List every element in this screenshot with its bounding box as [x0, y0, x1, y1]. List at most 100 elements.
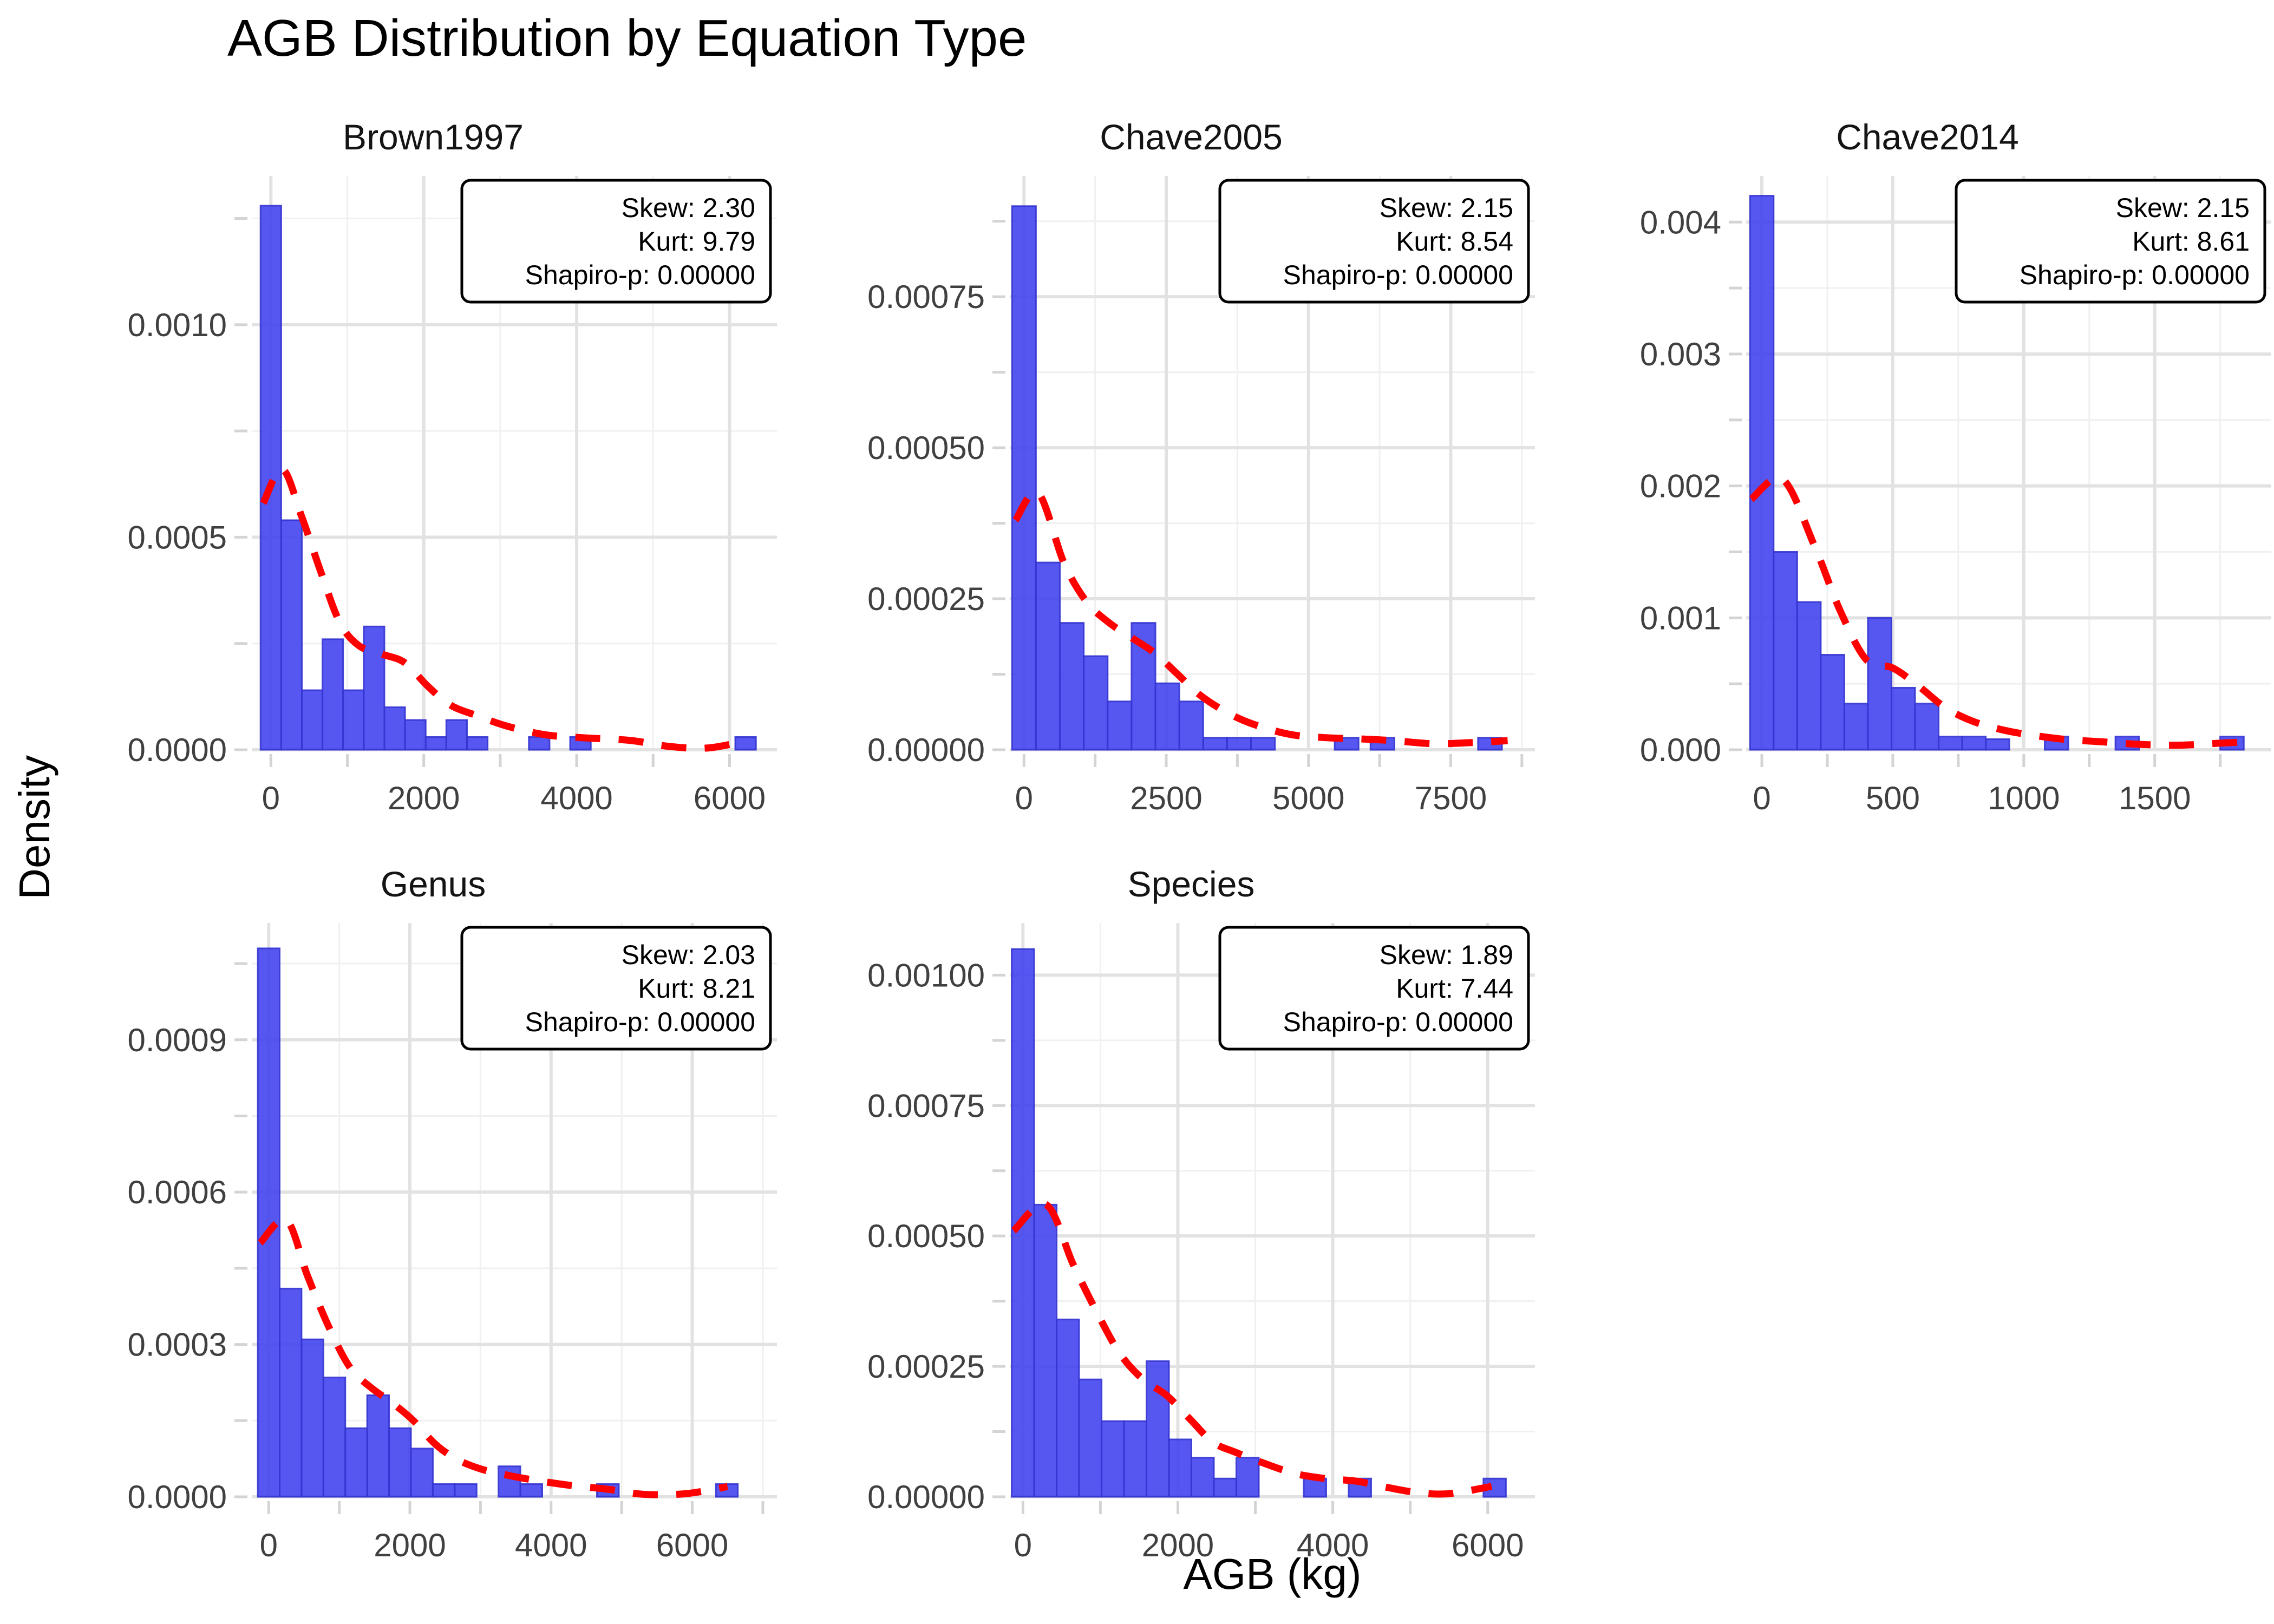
histogram-bar: [1154, 682, 1180, 751]
x-tick-label: 0: [262, 780, 280, 816]
stats-annotation-line: Shapiro-p: 0.00000: [2020, 260, 2250, 290]
histogram-bar: [498, 1465, 521, 1498]
histogram-bar: [1101, 1420, 1125, 1498]
facet-title-Chave2014: Chave2014: [1836, 117, 2019, 157]
y-tick-label: 0.00050: [867, 430, 985, 466]
histogram-bar: [1078, 1378, 1103, 1498]
x-tick-label: 4000: [1297, 1527, 1369, 1563]
y-tick-label: 0.0005: [127, 519, 227, 555]
histogram-bar: [1961, 736, 1987, 751]
histogram-bar: [424, 736, 447, 751]
histogram-bar: [445, 719, 468, 751]
histogram-bar: [383, 706, 406, 751]
chart-title: AGB Distribution by Equation Type: [227, 9, 1027, 67]
density-curve: [260, 466, 746, 752]
histogram-bar: [1250, 737, 1276, 751]
stats-annotation-line: Skew: 2.15: [2116, 193, 2250, 223]
histogram-bar: [300, 689, 324, 751]
stats-annotation-line: Shapiro-p: 0.00000: [1283, 260, 1513, 290]
histogram-bar: [528, 736, 551, 751]
y-tick-label: 0.00050: [867, 1218, 985, 1254]
stats-annotation-line: Shapiro-p: 0.00000: [1283, 1007, 1513, 1037]
histogram-bar: [1178, 700, 1204, 751]
stats-annotation-box: [1955, 179, 2266, 304]
histogram-bar: [1146, 1360, 1170, 1498]
y-tick-label: 0.002: [1640, 468, 1721, 505]
stats-annotation-line: Skew: 1.89: [1380, 940, 1513, 970]
histogram-bar: [363, 625, 385, 751]
y-tick-label: 0.00000: [867, 732, 985, 768]
histogram-bar: [1058, 622, 1085, 751]
histogram-bar: [1035, 561, 1061, 751]
stats-annotation-line: Shapiro-p: 0.00000: [525, 260, 755, 290]
x-tick-label: 6000: [656, 1527, 728, 1563]
histogram-bar: [1168, 1438, 1192, 1498]
histogram-bar: [1190, 1457, 1215, 1498]
histogram-bar: [278, 1287, 303, 1498]
y-tick-label: 0.00000: [867, 1479, 985, 1515]
y-tick-label: 0.0003: [127, 1327, 227, 1363]
facet-title-Brown1997: Brown1997: [343, 117, 524, 157]
histogram-bar: [734, 736, 757, 751]
y-tick-label: 0.0000: [127, 732, 227, 768]
y-tick-label: 0.00075: [867, 1088, 985, 1124]
histogram-bar: [466, 736, 489, 751]
histogram-bar: [322, 638, 344, 751]
x-tick-label: 2500: [1130, 780, 1202, 816]
histogram-bar: [1867, 617, 1893, 751]
x-tick-label: 4000: [515, 1527, 587, 1563]
density-curve: [257, 1216, 728, 1498]
histogram-bar: [1235, 1457, 1260, 1498]
x-tick-label: 0: [1015, 780, 1033, 816]
histogram-bar: [366, 1394, 390, 1498]
histogram-bar: [342, 689, 365, 751]
stats-annotation-box: [1218, 926, 1530, 1051]
histogram-bar: [1749, 195, 1775, 751]
x-tick-label: 5000: [1272, 780, 1344, 816]
y-tick-label: 0.00025: [867, 1348, 985, 1385]
histogram-bar: [410, 1448, 434, 1498]
x-tick-label: 6000: [694, 780, 766, 816]
x-tick-label: 1500: [2119, 780, 2191, 816]
histogram-bar: [1107, 700, 1133, 751]
x-tick-label: 0: [1014, 1527, 1032, 1563]
x-tick-label: 2000: [374, 1527, 446, 1563]
histogram-bar: [519, 1483, 543, 1498]
histogram-bar: [1891, 686, 1916, 751]
histogram-bar: [1011, 205, 1037, 751]
facet-title-Chave2005: Chave2005: [1100, 117, 1283, 157]
stats-annotation-line: Kurt: 9.79: [638, 226, 755, 257]
density-curve: [1011, 1200, 1493, 1498]
y-tick-label: 0.0000: [127, 1479, 227, 1515]
density-curve: [1012, 488, 1508, 748]
histogram-bar: [1083, 655, 1109, 751]
histogram-bar: [257, 947, 280, 1498]
histogram-bar: [1033, 1203, 1058, 1498]
histogram-bar: [1938, 736, 1963, 751]
stats-annotation-box: [460, 926, 772, 1051]
y-axis-title: Density: [10, 755, 58, 900]
y-tick-label: 0.0009: [127, 1022, 227, 1058]
x-tick-label: 0: [1753, 780, 1770, 816]
stats-annotation-line: Kurt: 8.61: [2132, 226, 2250, 257]
x-tick-label: 7500: [1415, 780, 1487, 816]
histogram-bar: [1914, 703, 1940, 751]
histogram-bar: [322, 1377, 347, 1498]
histogram-bar: [404, 719, 427, 751]
facet-title-Genus: Genus: [380, 864, 486, 904]
stats-annotation-line: Skew: 2.15: [1380, 193, 1513, 223]
histogram-bar: [1820, 654, 1845, 751]
stats-annotation-line: Skew: 2.30: [622, 193, 755, 223]
histogram-bar: [1123, 1420, 1148, 1498]
y-tick-label: 0.0006: [127, 1174, 227, 1210]
x-tick-label: 0: [260, 1527, 278, 1563]
y-tick-label: 0.004: [1640, 204, 1721, 240]
y-tick-label: 0.003: [1640, 336, 1721, 372]
y-tick-label: 0.0010: [127, 307, 227, 343]
histogram-bar: [1843, 703, 1869, 751]
stats-annotation-box: [1218, 179, 1530, 304]
